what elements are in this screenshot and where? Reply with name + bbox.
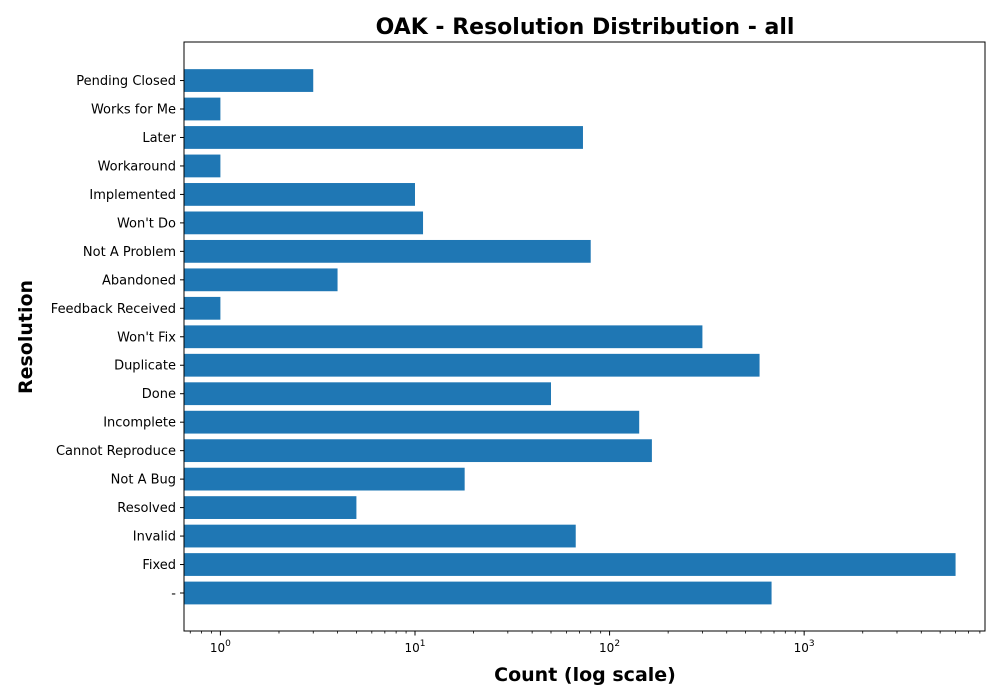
bar-won-t-do — [184, 211, 424, 235]
y-tick-label: Incomplete — [103, 416, 176, 431]
y-tick-label: Done — [142, 387, 176, 402]
y-tick-label: Invalid — [133, 530, 176, 545]
x-axis-label: Count (log scale) — [494, 664, 676, 686]
bar-works-for-me — [184, 97, 221, 121]
bar-not-a-bug — [184, 467, 465, 491]
bar-later — [184, 126, 583, 149]
y-tick-label: Not A Problem — [83, 245, 176, 260]
bars-group — [184, 69, 956, 605]
x-tick-label: 100 — [210, 639, 231, 655]
y-tick-label: Later — [142, 131, 176, 146]
x-tick-label: 101 — [404, 639, 425, 655]
y-tick-label: Workaround — [98, 159, 176, 174]
bar-implemented — [184, 183, 415, 206]
y-tick-label: Pending Closed — [76, 74, 176, 89]
x-tick-label: 103 — [794, 639, 815, 655]
y-tick-label: Abandoned — [102, 273, 176, 288]
bar-incomplete — [184, 410, 640, 434]
y-axis-label: Resolution — [15, 280, 37, 394]
y-axis-ticks: - Fixed Invalid Resolved Not A Bug Cannot Rep… — [51, 74, 184, 602]
y-tick-label: Duplicate — [114, 359, 176, 374]
bar-cannot-reproduce — [184, 439, 652, 463]
bar-workaround — [184, 154, 221, 178]
bar-invalid — [184, 524, 576, 548]
y-tick-label: Won't Do — [117, 216, 176, 231]
bar-abandoned — [184, 268, 338, 292]
bar-fixed — [184, 553, 956, 576]
y-tick-label: Won't Fix — [117, 330, 176, 345]
bar-done — [184, 382, 551, 406]
y-tick-label: Feedback Received — [51, 302, 176, 317]
bar-pending-closed — [184, 69, 314, 92]
y-tick-label: Not A Bug — [111, 473, 176, 488]
y-tick-label: - — [171, 587, 176, 602]
x-tick-label: 102 — [599, 639, 620, 655]
y-tick-label: Implemented — [89, 188, 176, 203]
bar-feedback-received — [184, 296, 221, 320]
y-tick-label: Resolved — [117, 501, 176, 516]
y-tick-label: Cannot Reproduce — [56, 444, 176, 459]
y-tick-label: Works for Me — [91, 103, 176, 118]
bar-resolved — [184, 496, 357, 519]
bar-blank — [184, 581, 772, 605]
chart-title: OAK - Resolution Distribution - all — [376, 15, 795, 40]
y-tick-label: Fixed — [142, 558, 176, 573]
bar-duplicate — [184, 353, 760, 377]
x-axis-ticks: 100 101 102 103 — [189, 631, 981, 655]
bar-won-t-fix — [184, 325, 703, 349]
bar-not-a-problem — [184, 239, 591, 263]
